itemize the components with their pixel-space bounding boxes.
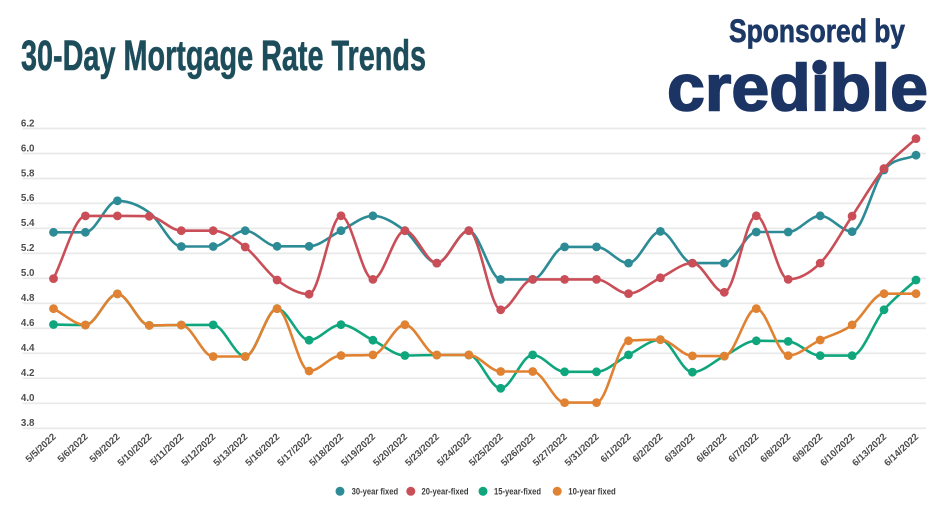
svg-text:5.2: 5.2: [21, 243, 35, 254]
svg-text:credible: credible: [667, 51, 928, 125]
svg-text:5.0: 5.0: [21, 268, 35, 279]
svg-text:6.0: 6.0: [21, 143, 35, 154]
svg-text:30-year fixed: 30-year fixed: [352, 486, 399, 496]
svg-text:4.2: 4.2: [21, 368, 35, 379]
svg-text:Sponsored by: Sponsored by: [729, 13, 905, 49]
svg-text:5.8: 5.8: [21, 168, 35, 179]
svg-text:15-year-fixed: 15-year-fixed: [494, 486, 541, 496]
svg-text:20-year-fixed: 20-year-fixed: [422, 486, 469, 496]
svg-text:4.4: 4.4: [21, 343, 35, 354]
svg-text:5.6: 5.6: [21, 193, 35, 204]
svg-text:4.8: 4.8: [21, 293, 35, 304]
svg-text:6.2: 6.2: [21, 118, 35, 129]
svg-text:30-Day Mortgage Rate Trends: 30-Day Mortgage Rate Trends: [21, 33, 426, 80]
svg-text:4.6: 4.6: [21, 318, 35, 329]
svg-text:3.8: 3.8: [21, 418, 35, 429]
svg-text:10-year fixed: 10-year fixed: [568, 486, 616, 496]
svg-text:4.0: 4.0: [21, 393, 35, 404]
svg-text:5.4: 5.4: [21, 218, 35, 229]
